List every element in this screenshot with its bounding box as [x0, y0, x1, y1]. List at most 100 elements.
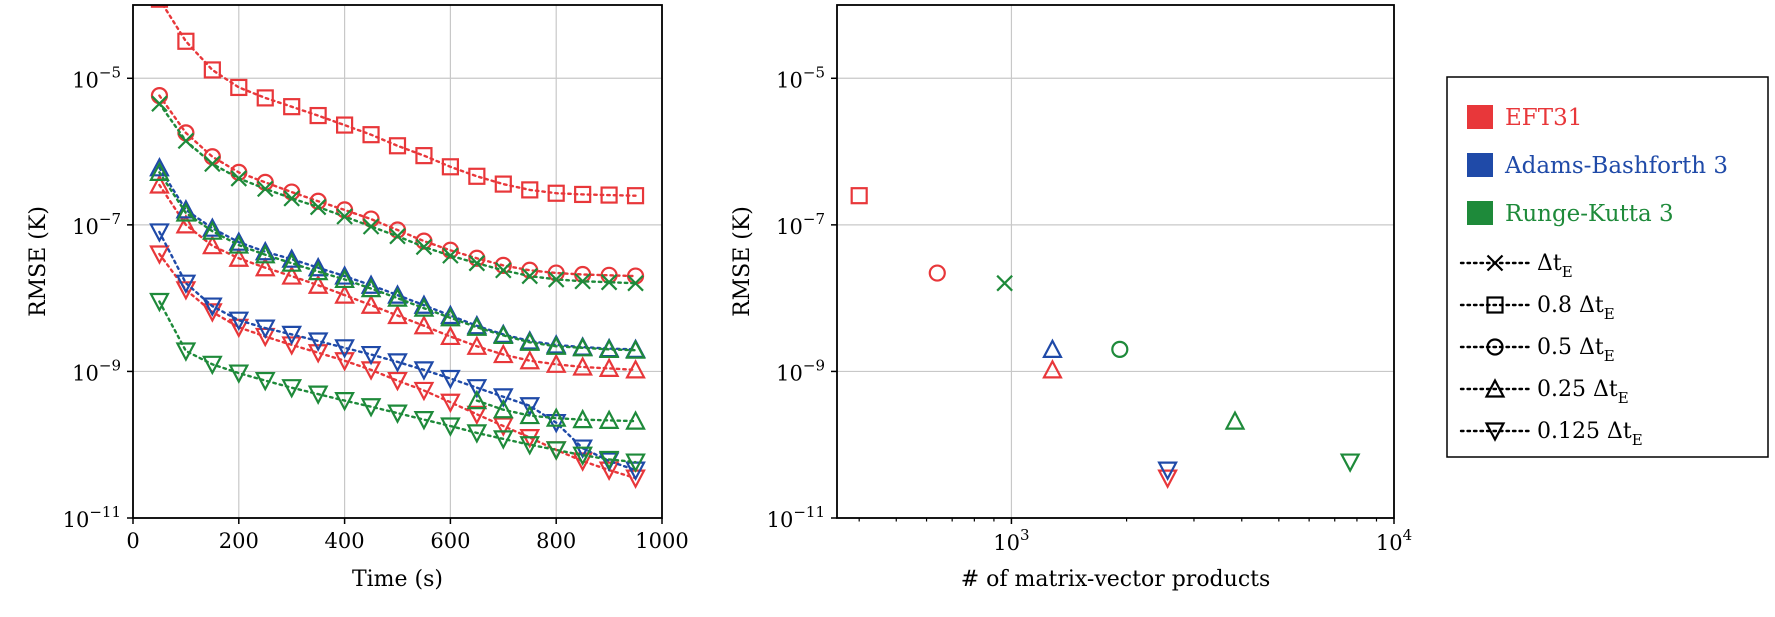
data-point — [626, 187, 645, 205]
data-point — [625, 339, 646, 359]
data-point-ab3-tri-down — [1157, 461, 1178, 481]
data-point — [256, 89, 274, 107]
legend-step-label: 0.125 ΔtE — [1537, 419, 1643, 449]
data-point — [440, 369, 461, 390]
data-point — [466, 389, 488, 410]
data-point — [203, 61, 221, 79]
series-line-ab3-tri-down — [158, 230, 637, 472]
data-point-eft31-tri-down — [1157, 469, 1178, 489]
data-point — [574, 185, 592, 204]
data-point — [336, 116, 354, 134]
data-point — [149, 174, 170, 194]
data-point — [334, 391, 355, 412]
data-point — [387, 404, 408, 424]
legend-step-label: 0.8 ΔtE — [1537, 293, 1615, 323]
data-point — [598, 450, 620, 471]
data-point — [388, 137, 407, 155]
data-point — [281, 379, 303, 399]
data-point — [334, 265, 355, 285]
data-point — [627, 274, 644, 292]
data-point — [150, 5, 169, 8]
plot-area — [850, 187, 1361, 489]
data-point — [519, 331, 541, 351]
data-point — [281, 336, 303, 356]
data-point — [204, 155, 221, 173]
data-point — [202, 355, 223, 376]
data-point — [519, 404, 541, 425]
data-point — [545, 353, 567, 373]
data-point — [360, 345, 382, 366]
x-tick-label: 200 — [219, 529, 259, 553]
y-tick-label: 10−5 — [72, 63, 121, 92]
data-point — [441, 158, 459, 176]
x-tick-label: 1000 — [635, 529, 688, 553]
data-point — [625, 453, 646, 473]
data-point-eft31-square — [850, 187, 868, 205]
data-point — [202, 220, 223, 240]
data-point — [175, 342, 197, 362]
data-point — [334, 284, 355, 304]
data-point — [521, 181, 539, 199]
data-point — [283, 190, 300, 207]
legend-step-label: 0.25 ΔtE — [1537, 377, 1629, 407]
data-point — [598, 338, 620, 358]
data-point — [281, 252, 303, 272]
data-point — [202, 297, 223, 317]
data-point — [228, 247, 250, 267]
data-point-ab3-tri-up — [1042, 338, 1063, 358]
data-point — [598, 461, 620, 481]
data-point-rk3-x — [996, 274, 1013, 292]
legend-step-label: ΔtE — [1537, 251, 1573, 281]
legend-swatch-eft31 — [1467, 105, 1493, 129]
data-point — [492, 430, 514, 450]
data-point — [336, 208, 353, 225]
data-point — [413, 361, 435, 381]
data-point — [309, 198, 327, 216]
data-point — [547, 184, 565, 202]
left-panel: 0 200 400 600 800 1000 10−5 10−7 10−9 10−11 Time (… — [26, 4, 689, 592]
data-point — [149, 161, 170, 181]
data-point — [547, 271, 565, 288]
y-tick-label: 10−7 — [776, 210, 825, 239]
x-tick-label: 104 — [1376, 526, 1412, 555]
data-point — [309, 106, 327, 125]
data-point — [281, 265, 303, 285]
data-point — [175, 281, 197, 301]
data-point — [307, 256, 329, 277]
data-point — [387, 353, 408, 373]
data-point — [360, 398, 382, 418]
data-point — [177, 132, 195, 150]
x-tick-label: 600 — [430, 529, 470, 553]
x-tick-label: 400 — [325, 529, 365, 553]
legend-box — [1446, 76, 1769, 458]
y-axis-label: RMSE (K) — [730, 206, 755, 317]
data-point — [283, 98, 301, 116]
x-tick-label: 0 — [126, 529, 139, 553]
data-point — [334, 268, 355, 289]
data-point — [545, 414, 567, 434]
series-line-rk3-tri-down — [158, 300, 637, 464]
plot-area — [149, 5, 646, 489]
data-point — [572, 446, 593, 467]
data-point — [281, 248, 303, 268]
legend-marker-square — [1486, 296, 1504, 314]
series-line-rk3-tri-up — [475, 399, 637, 423]
data-point — [572, 408, 593, 429]
legend-swatch-rk3 — [1467, 201, 1493, 225]
series-line-eft31-square — [161, 5, 637, 197]
data-point — [151, 95, 168, 112]
data-point — [360, 277, 382, 298]
data-point — [254, 371, 276, 392]
legend: EFT31 Adams-Bashforth 3 Runge-Kutta 3 ΔtE 0.… — [1446, 76, 1769, 458]
data-point — [492, 417, 514, 437]
data-point — [307, 332, 329, 352]
legend-marker-tri-down — [1484, 422, 1506, 442]
x-axis-label: # of matrix-vector products — [961, 567, 1271, 592]
data-point — [230, 170, 248, 187]
data-point — [466, 424, 488, 444]
data-point — [254, 240, 276, 261]
axes-frame — [836, 4, 1395, 519]
data-point — [492, 343, 514, 364]
data-point — [415, 238, 433, 256]
data-point — [492, 388, 514, 408]
